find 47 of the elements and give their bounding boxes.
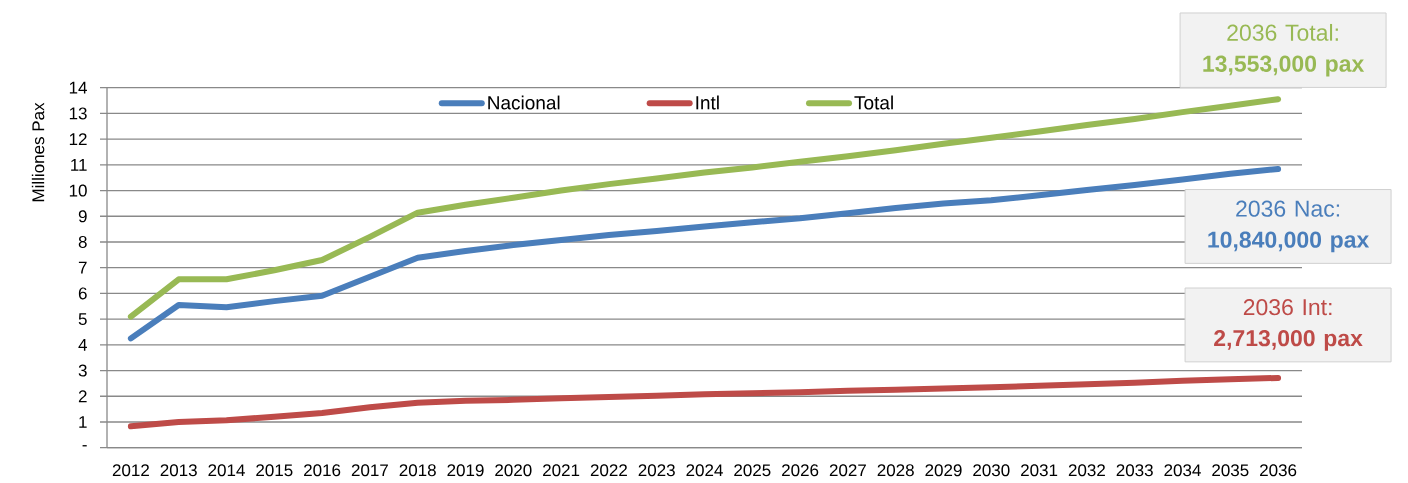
y-tick-label: 1 [79,416,87,428]
x-tick-label: 2031 [1021,464,1058,477]
y-axis-title: Milliones Pax [31,102,45,202]
x-tick-label: 2014 [208,464,245,477]
x-tick-label: 2025 [734,464,771,477]
legend-label: Intl [696,95,719,110]
annotation: 2036 Nac: 10,840,000 pax [1208,200,1370,253]
x-tick-label: 2022 [590,464,627,477]
y-tick-label: 12 [69,133,87,146]
x-tick-label: 2028 [877,464,914,477]
x-tick-label: 2032 [1068,464,1105,477]
x-tick-label: 2021 [543,464,580,477]
y-tick-label: 9 [78,210,87,223]
x-tick-label: 2030 [973,464,1010,477]
x-tick-label: 2024 [686,464,723,477]
y-tick-label: 6 [78,287,87,300]
annotation: 2036 Int: 2,713,000 pax [1214,299,1363,351]
legend-label: Nacional [488,95,560,110]
x-tick-label: 2029 [925,464,962,477]
y-tick-label: 5 [78,313,87,326]
x-tick-label: 2015 [256,464,293,477]
y-tick-label: 13 [69,107,87,120]
x-tick-label: 2013 [160,464,197,477]
x-tick-label: 2027 [829,464,866,477]
x-tick-label: 2019 [447,464,484,477]
y-tick-label: - [82,445,87,447]
y-tick-label: 14 [69,81,87,94]
x-tick-label: 2023 [638,464,675,477]
x-tick-label: 2020 [495,464,532,477]
y-tick-label: 4 [78,338,87,351]
y-tick-label: 10 [69,184,87,197]
x-tick-label: 2036 [1260,464,1297,477]
x-tick-label: 2012 [112,464,149,477]
y-tick-label: 7 [78,261,87,274]
x-tick-label: 2035 [1212,464,1249,477]
x-tick-label: 2018 [399,464,436,477]
x-tick-label: 2033 [1116,464,1153,477]
annotation: 2036 Total: 13,553,000 pax [1203,23,1365,77]
x-tick-label: 2016 [304,464,341,477]
x-tick-label: 2034 [1164,464,1201,477]
legend-label: Total [854,95,893,110]
x-tick-label: 2017 [351,464,388,477]
y-tick-label: 2 [78,390,87,403]
x-tick-label: 2026 [782,464,819,477]
y-tick-label: 8 [78,235,87,249]
y-tick-label: 11 [71,158,87,171]
y-tick-label: 3 [78,364,87,377]
